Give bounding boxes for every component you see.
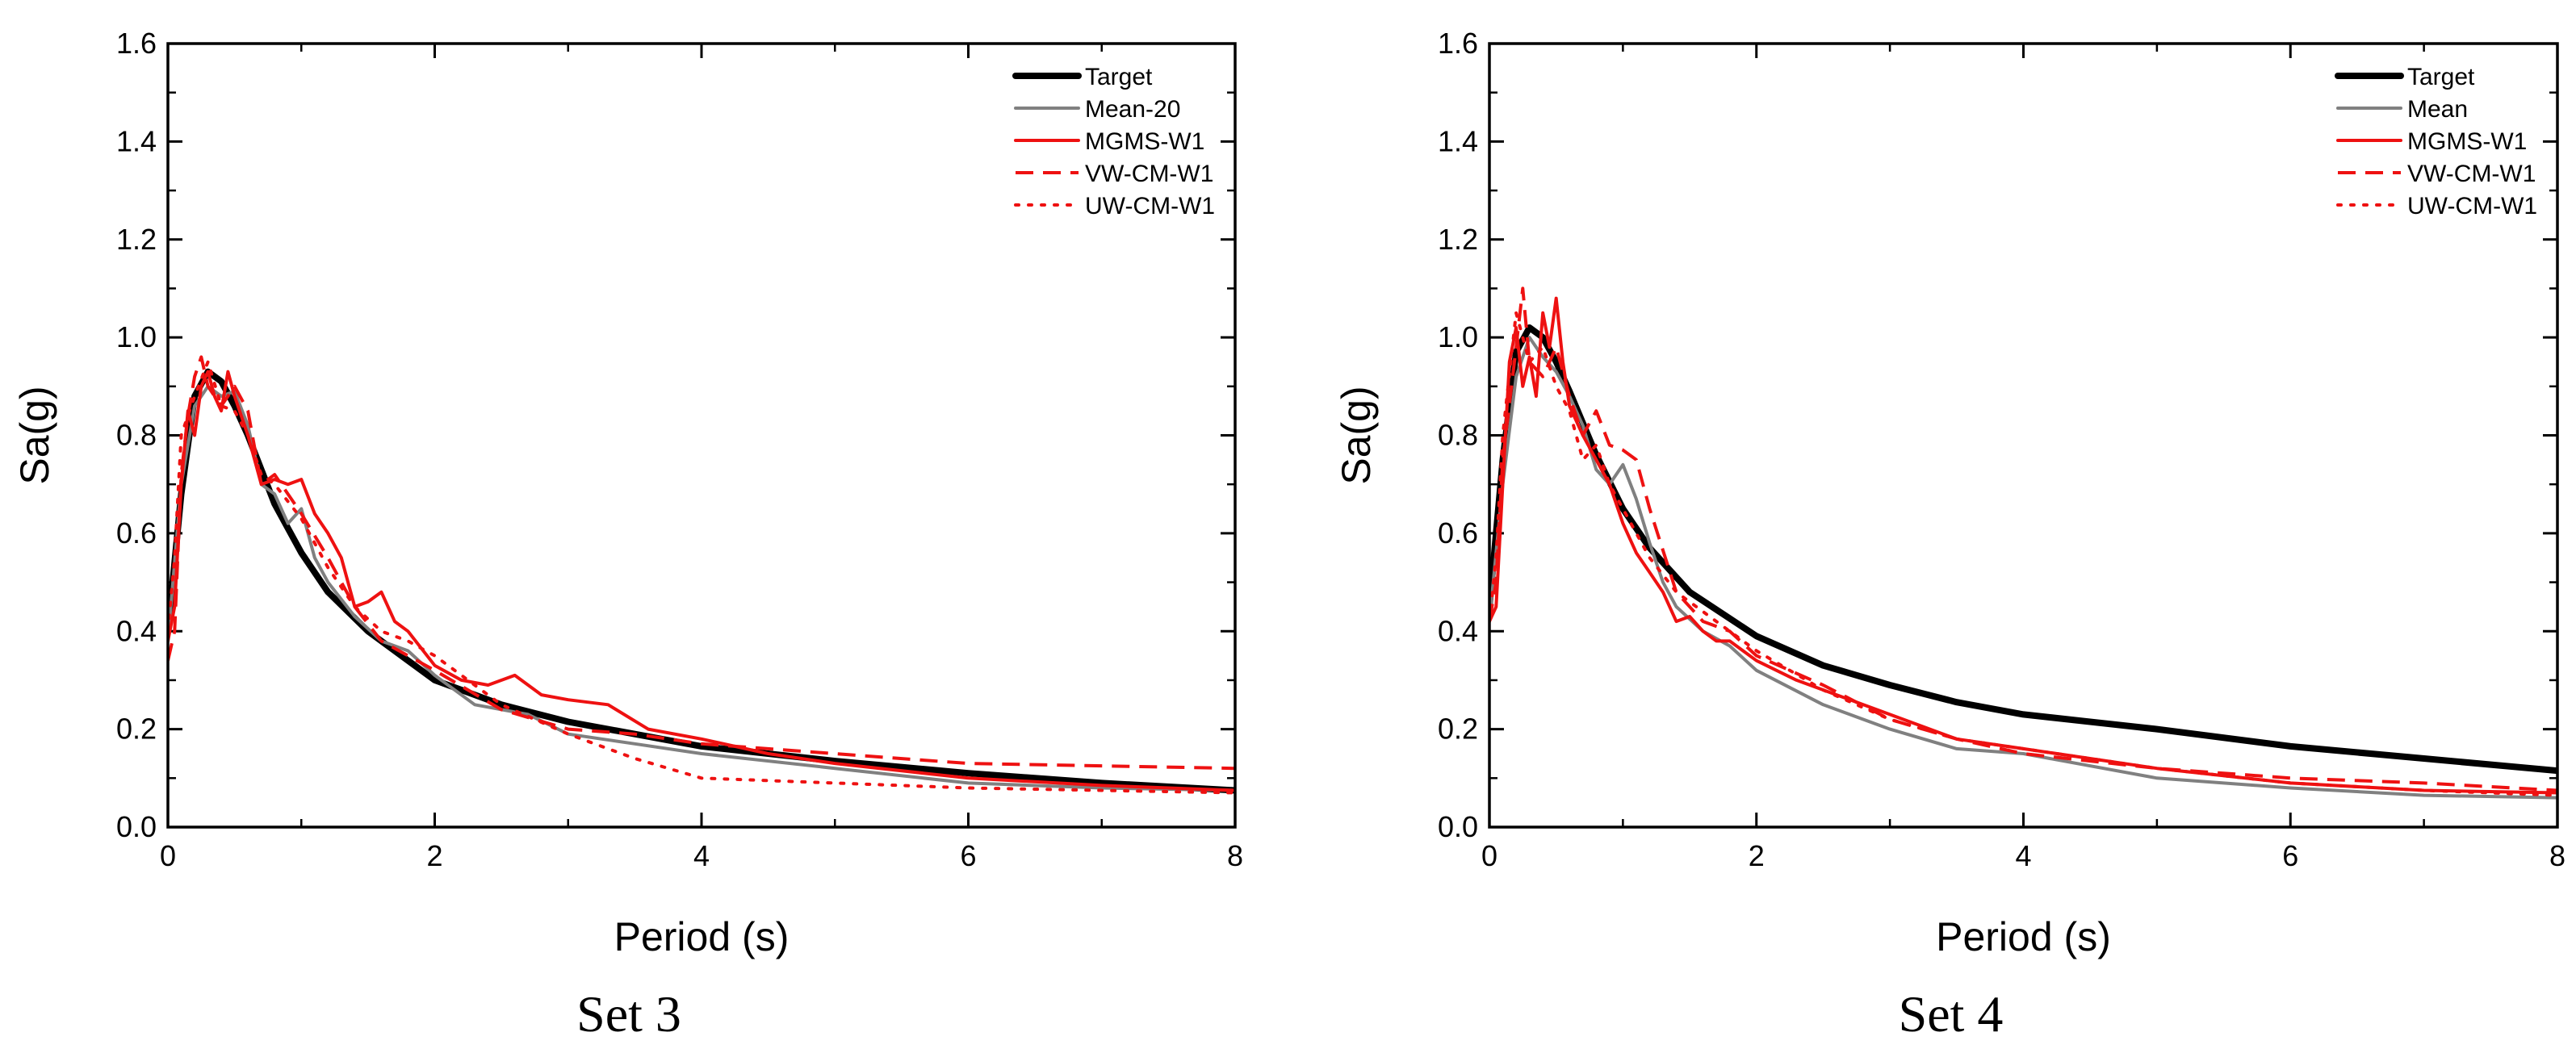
y-axis-label: Sa(g) xyxy=(1334,386,1379,484)
series-line-mgms-w1 xyxy=(1489,296,2557,795)
y-tick-label: 1.0 xyxy=(1438,320,1478,353)
legend-label: UW-CM-W1 xyxy=(1085,193,1215,219)
y-tick-label: 0.8 xyxy=(1438,419,1478,452)
y-axis-label: Sa(g) xyxy=(12,386,57,484)
chart-panel-2: 0.0 0.2 0.4 0.6 0.8 1.0 1.2 1.4 1.6 0 2 4 6 8 Target Me… xyxy=(1334,27,2566,1043)
legend-label: UW-CM-W1 xyxy=(2407,193,2537,219)
y-tick-label: 0.0 xyxy=(1438,810,1478,843)
y-tick-label: 0.4 xyxy=(116,614,157,647)
x-axis-label: Period (s) xyxy=(614,914,790,959)
plot-frame xyxy=(1488,42,2559,829)
y-tick-label: 1.6 xyxy=(116,27,157,60)
y-tick-label: 1.4 xyxy=(116,124,157,157)
x-tick-label: 2 xyxy=(1749,839,1765,872)
y-tick-label: 0.8 xyxy=(116,419,157,452)
legend-label: Mean-20 xyxy=(1085,96,1180,123)
x-tick-label: 6 xyxy=(960,839,976,872)
panel-caption: Set 3 xyxy=(576,985,681,1043)
y-tick-label: 1.2 xyxy=(116,223,157,256)
legend-label: MGMS-W1 xyxy=(1085,128,1204,155)
series-line-uw-cm-w1 xyxy=(168,360,1235,795)
x-tick-label: 2 xyxy=(426,839,442,872)
y-tick-label: 0.2 xyxy=(116,713,157,746)
x-tick-label: 8 xyxy=(2549,839,2566,872)
y-tick-label: 0.2 xyxy=(1438,713,1478,746)
y-tick-label: 0.6 xyxy=(116,516,157,550)
y-tick-label: 0.0 xyxy=(116,810,157,843)
series-line-mean xyxy=(1489,336,2557,800)
y-tick-label: 1.0 xyxy=(116,320,157,353)
legend-label: MGMS-W1 xyxy=(2407,128,2527,155)
x-tick-label: 8 xyxy=(1227,839,1243,872)
series-line-target xyxy=(1489,324,2557,775)
legend-label: VW-CM-W1 xyxy=(2407,161,2536,187)
x-tick-label: 0 xyxy=(160,839,176,872)
series-line-vw-cm-w1 xyxy=(1489,286,2557,792)
x-tick-label: 6 xyxy=(2282,839,2298,872)
y-tick-label: 1.6 xyxy=(1438,27,1478,60)
y-tick-label: 1.4 xyxy=(1438,124,1478,157)
x-tick-label: 0 xyxy=(1481,839,1497,872)
series-line-uw-cm-w1 xyxy=(1489,311,2557,797)
legend-label: VW-CM-W1 xyxy=(1085,161,1213,187)
legend-label: Target xyxy=(2407,64,2475,90)
panel-caption: Set 4 xyxy=(1899,985,2004,1043)
x-tick-label: 4 xyxy=(2015,839,2031,872)
x-axis-label: Period (s) xyxy=(1936,914,2111,959)
series-line-mgms-w1 xyxy=(168,370,1235,792)
y-tick-label: 0.6 xyxy=(1438,516,1478,550)
y-tick-label: 1.2 xyxy=(1438,223,1478,256)
chart-panel-1: 0.0 0.2 0.4 0.6 0.8 1.0 1.2 1.4 1.6 0 2 4 6 8 Target Me… xyxy=(12,27,1243,1043)
series-line-vw-cm-w1 xyxy=(168,355,1235,771)
series-group xyxy=(1489,286,2557,800)
x-tick-label: 4 xyxy=(693,839,710,872)
y-tick-label: 0.4 xyxy=(1438,614,1478,647)
plot-frame xyxy=(166,42,1237,829)
legend-label: Mean xyxy=(2407,96,2468,123)
legend-label: Target xyxy=(1085,64,1153,90)
series-group xyxy=(168,355,1235,795)
